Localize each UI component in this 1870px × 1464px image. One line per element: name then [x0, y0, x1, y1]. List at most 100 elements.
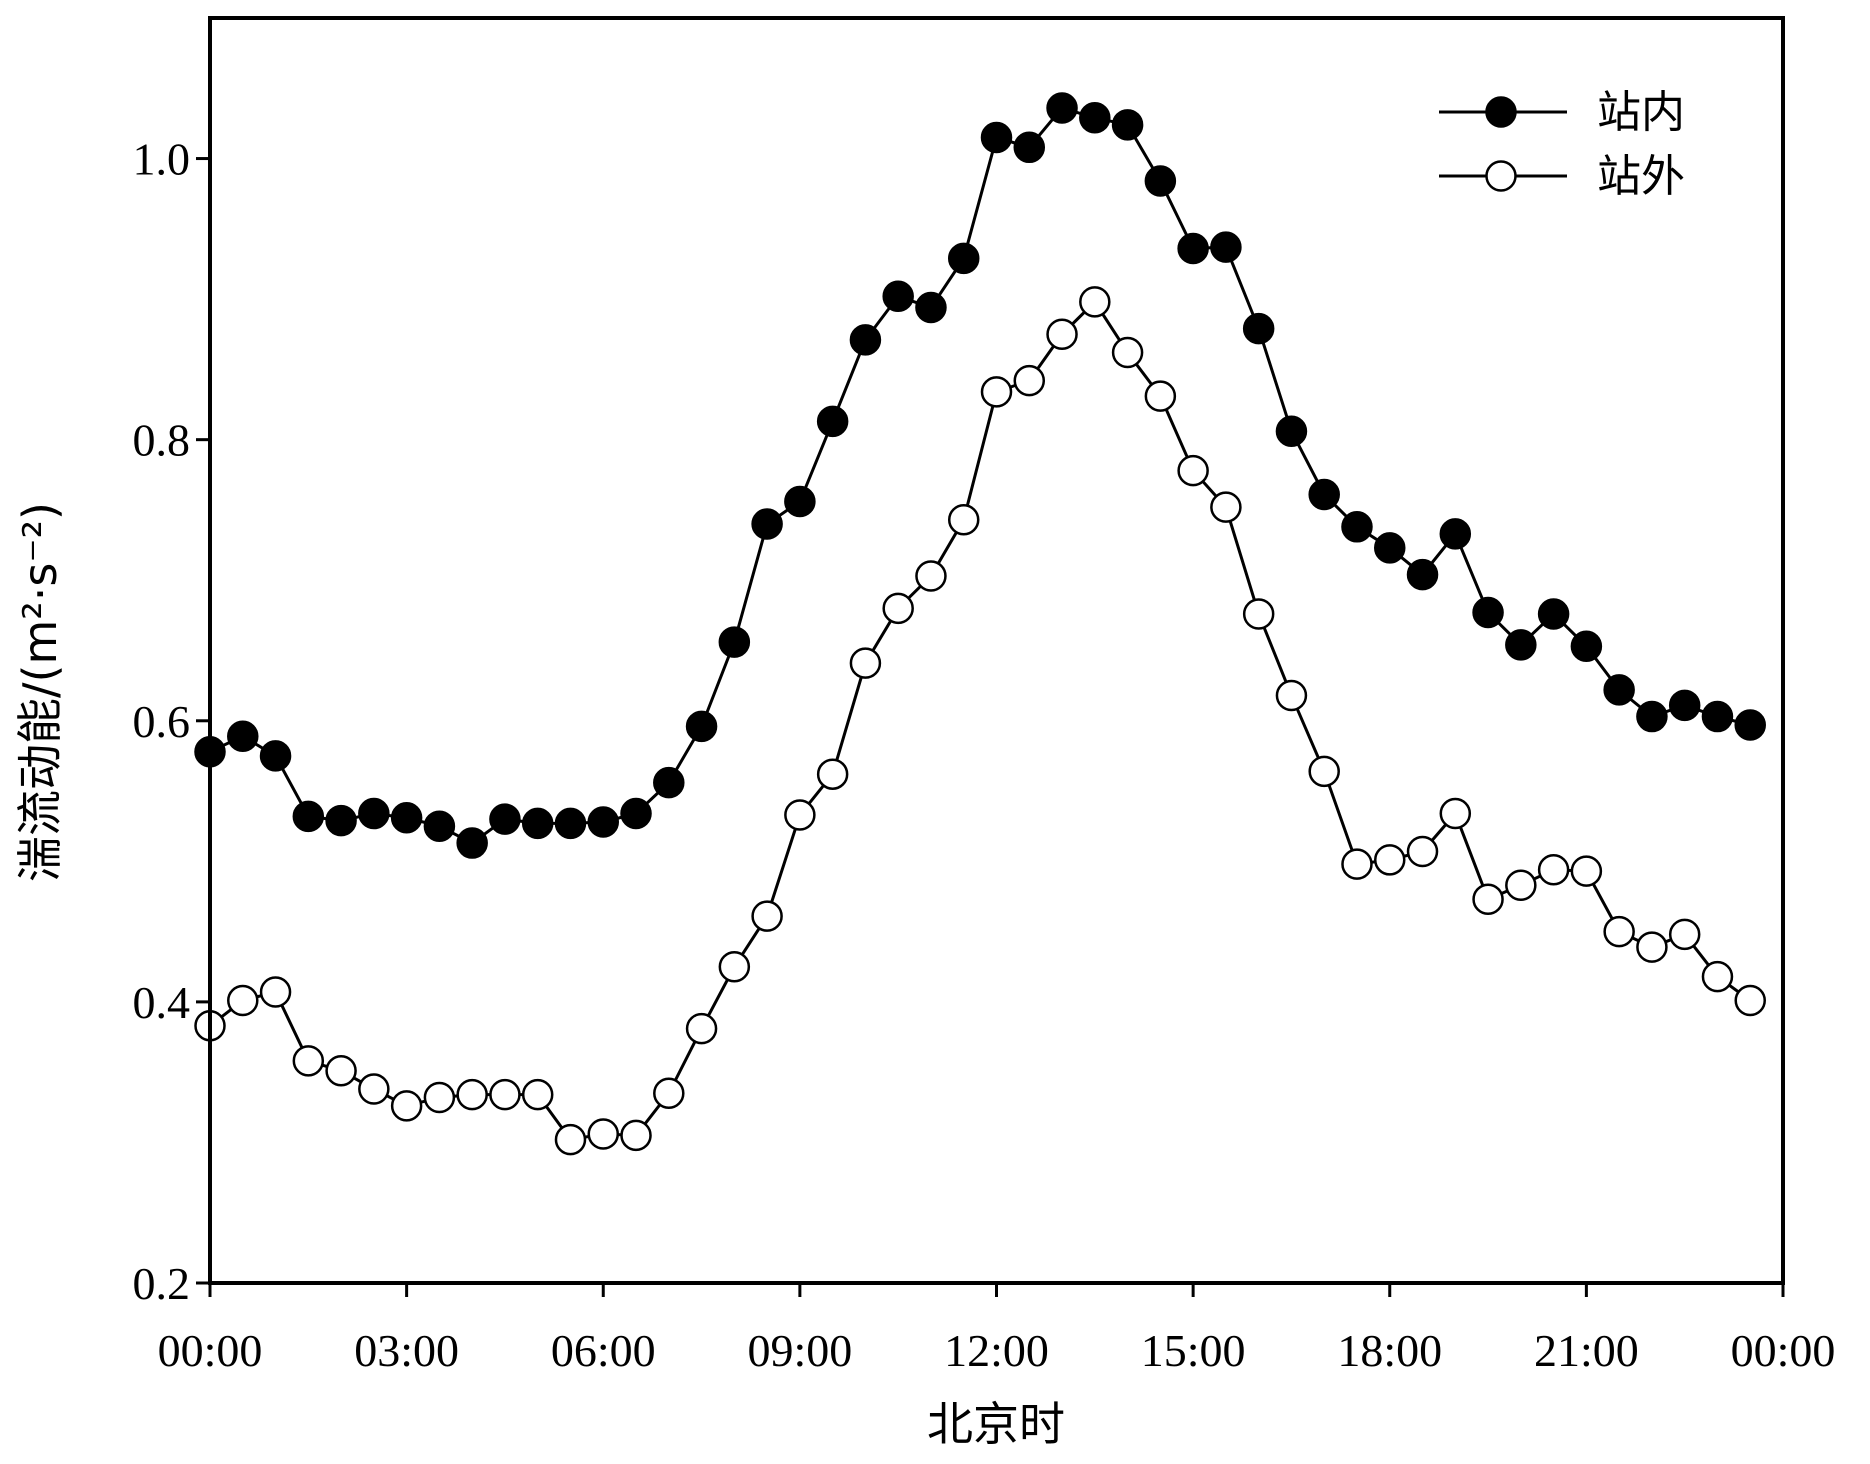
- series-2-point: [1439, 797, 1472, 830]
- series-1-point: [718, 626, 751, 658]
- x-tick-label: 00:00: [1731, 1325, 1836, 1376]
- series-2-point: [1111, 336, 1144, 369]
- series-1-point: [1439, 518, 1472, 550]
- series-1-point: [292, 800, 325, 833]
- x-axis-label: 北京时: [927, 1397, 1065, 1451]
- series-2-point: [1734, 984, 1766, 1017]
- series-1-point: [1275, 415, 1308, 447]
- series-1-point: [1406, 558, 1439, 591]
- series-2-point: [423, 1081, 456, 1114]
- series-1-point: [227, 720, 259, 752]
- series-2-point: [1603, 915, 1635, 948]
- series-2-point: [1341, 848, 1373, 880]
- legend: 站内 站外: [1439, 87, 1685, 202]
- series-1-point: [1668, 689, 1701, 722]
- series-1-point: [1013, 131, 1046, 164]
- series-2-point: [1668, 918, 1701, 951]
- series-1-line: [209, 106, 1751, 845]
- series-2-point: [947, 504, 980, 536]
- series-2-point: [849, 647, 882, 679]
- series-1-point: [1079, 102, 1111, 134]
- legend-marker-series-1: [1485, 96, 1517, 128]
- series-1-point: [1570, 630, 1603, 663]
- series-2-point: [390, 1090, 423, 1122]
- series-2-point: [1275, 679, 1308, 712]
- series-1-point: [1374, 532, 1406, 564]
- series-2-point: [718, 951, 751, 983]
- series-1-point: [1603, 674, 1635, 706]
- series-1-point: [1734, 709, 1766, 741]
- y-tick-label: 0.8: [133, 415, 191, 466]
- series-1-point: [423, 810, 456, 842]
- series-2-point: [1079, 286, 1111, 318]
- series-1-point: [259, 740, 292, 772]
- series-1-point: [1701, 700, 1734, 733]
- series-2-point: [1636, 931, 1668, 963]
- series-1-point: [653, 766, 685, 799]
- series-1-point: [587, 806, 619, 838]
- series-1-point: [1472, 596, 1504, 629]
- x-tick-label: 03:00: [354, 1325, 459, 1376]
- series-2-point: [816, 758, 849, 790]
- series-1-point: [390, 802, 423, 834]
- x-tick-label: 09:00: [747, 1325, 852, 1376]
- x-tick-label: 12:00: [944, 1325, 1049, 1376]
- y-tick-label: 1.0: [133, 134, 191, 185]
- series-2-point: [292, 1045, 325, 1077]
- series-2-point: [521, 1078, 554, 1111]
- series-2-point: [358, 1073, 390, 1105]
- series-1-point: [1537, 598, 1570, 630]
- series-2-point: [1144, 380, 1177, 412]
- y-tick-label: 0.2: [133, 1258, 191, 1309]
- series-2-point: [1472, 883, 1504, 916]
- series-1-point: [554, 807, 587, 840]
- series-2-point: [882, 592, 914, 625]
- series-1-point: [1210, 231, 1242, 263]
- x-tick-label: 15:00: [1141, 1325, 1246, 1376]
- series-1-point: [1111, 109, 1144, 141]
- series-2-point: [685, 1012, 718, 1045]
- series-2-point: [1177, 454, 1209, 487]
- series-1-point: [620, 797, 652, 830]
- series-1-point: [1636, 700, 1668, 733]
- y-axis-label: 湍流动能/(m²·s⁻²): [13, 502, 67, 882]
- series-2-point: [325, 1055, 357, 1087]
- series-1-point: [849, 324, 882, 356]
- series-2-point: [1406, 835, 1439, 868]
- series-2-point: [1013, 364, 1046, 397]
- series-2-point: [456, 1078, 488, 1111]
- series-2-point: [1701, 960, 1734, 993]
- series-1-point: [1177, 232, 1209, 265]
- series-2-point: [915, 560, 947, 592]
- series-1-point: [1341, 511, 1373, 543]
- x-tick-label: 18:00: [1337, 1325, 1442, 1376]
- series-1-point: [489, 803, 521, 835]
- series-2-point: [653, 1077, 685, 1109]
- legend-label-series-1: 站内: [1597, 87, 1685, 138]
- y-tick-label: 0.4: [133, 977, 191, 1028]
- series-2-point: [227, 984, 259, 1017]
- series-2-point: [587, 1118, 619, 1150]
- series-2-point: [1242, 598, 1275, 630]
- series-2-point: [751, 900, 783, 932]
- series-1-point: [1046, 92, 1078, 124]
- series-2-point: [1308, 755, 1340, 788]
- series-1-point: [325, 804, 357, 837]
- series-layer: [194, 92, 1766, 1156]
- series-1-point: [784, 485, 816, 518]
- series-1-point: [521, 807, 554, 840]
- series-1-point: [1144, 165, 1177, 197]
- series-2-point: [259, 976, 292, 1008]
- x-tick-label: 21:00: [1534, 1325, 1639, 1376]
- series-1-point: [915, 291, 947, 324]
- series-1-point: [685, 710, 718, 743]
- series-1-point: [816, 405, 849, 438]
- series-2-point: [784, 799, 816, 831]
- series-1-point: [1242, 312, 1275, 345]
- axis-layer: 00:00 03:00 06:00 09:00 12:00 15:00 18:00 21:00…: [133, 134, 1836, 1376]
- series-2-point: [1374, 844, 1406, 876]
- series-1-point: [456, 827, 488, 859]
- series-2-point: [1046, 318, 1078, 350]
- series-2-point: [1537, 854, 1570, 886]
